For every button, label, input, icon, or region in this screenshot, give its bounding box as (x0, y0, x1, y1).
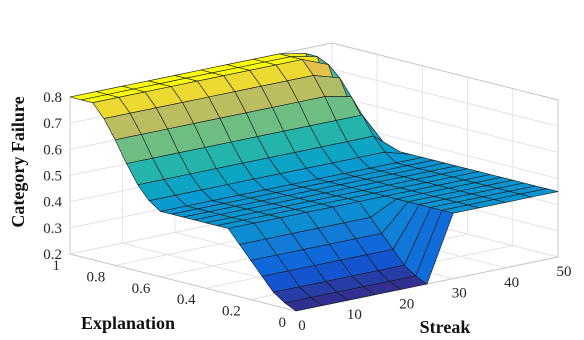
x-tick-label: 10 (347, 307, 362, 323)
surface-patch (520, 188, 559, 198)
x-tick-label: 0 (298, 318, 306, 334)
y-tick-label: 0.2 (222, 304, 241, 320)
y-tick-label: 1 (53, 258, 61, 274)
z-tick-label: 0.5 (43, 169, 62, 185)
z-tick-label: 0.4 (43, 195, 62, 211)
y-tick-label: 0 (279, 315, 287, 331)
x-axis-label: Streak (420, 317, 471, 337)
x-tick-label: 20 (399, 296, 414, 312)
axis-line (69, 253, 297, 312)
y-tick-label: 0.4 (177, 292, 196, 308)
surface-layer (69, 53, 559, 312)
x-tick-label: 50 (557, 264, 572, 280)
y-axis-label: Explanation (81, 313, 175, 333)
z-tick-label: 0.3 (43, 221, 62, 237)
gridline (331, 94, 559, 153)
y-tick-label: 0.8 (86, 269, 105, 285)
z-axis-label: Category Failure (8, 96, 28, 227)
y-tick-label: 0.6 (132, 281, 151, 297)
z-tick-label: 0.2 (43, 247, 62, 263)
z-tick-label: 0.7 (43, 116, 62, 132)
z-tick-label: 0.6 (43, 142, 62, 158)
axis-line (331, 42, 559, 101)
tick-layer: 0.20.30.40.50.60.70.800.20.40.60.8101020… (43, 90, 571, 334)
x-tick-label: 30 (452, 286, 467, 302)
z-tick-label: 0.8 (43, 90, 62, 106)
x-tick-label: 40 (504, 275, 519, 291)
gridline (331, 68, 559, 127)
